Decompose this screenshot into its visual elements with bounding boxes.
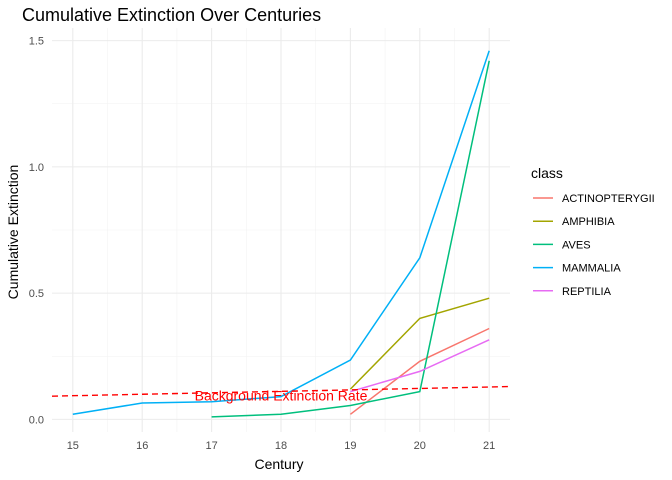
y-axis-title: Cumulative Extinction	[5, 165, 21, 300]
series-line-actinopterygii	[349, 327, 490, 415]
legend-title: class	[531, 165, 563, 181]
legend-label-actinopterygii: ACTINOPTERYGII	[562, 193, 655, 205]
x-tick-label: 18	[275, 440, 287, 452]
reference-line-label: Background Extinction Rate	[195, 387, 368, 403]
legend: class ACTINOPTERYGII AMPHIBIA AVES MAMMALIA…	[531, 165, 655, 298]
x-tick-label: 20	[414, 440, 426, 452]
x-tick-label: 15	[67, 440, 79, 452]
series-line-amphibia	[349, 297, 490, 390]
x-tick-label: 16	[136, 440, 148, 452]
legend-label-mammalia: MAMMALIA	[562, 263, 621, 275]
x-tick-label: 21	[483, 440, 495, 452]
series-line-mammalia	[72, 50, 490, 416]
y-tick-label: 0.0	[29, 414, 44, 426]
x-tick-label: 17	[205, 440, 217, 452]
series-line-reptilia	[350, 339, 490, 393]
chart-title: Cumulative Extinction Over Centuries	[22, 5, 321, 25]
y-tick-label: 1.0	[29, 162, 44, 174]
legend-label-reptilia: REPTILIA	[562, 286, 612, 298]
y-tick-label: 0.5	[29, 288, 44, 300]
x-tick-label: 19	[344, 440, 356, 452]
reference-line	[51, 385, 511, 397]
legend-label-amphibia: AMPHIBIA	[562, 216, 615, 228]
legend-label-aves: AVES	[562, 239, 591, 251]
y-tick-label: 1.5	[29, 36, 44, 48]
series-line-aves	[211, 60, 490, 418]
plot-panel: 15 16 17 18 19 20 21 0.0 0.5 1.0 1.5 Background Ext…	[29, 28, 511, 452]
x-axis-title: Century	[254, 456, 303, 472]
